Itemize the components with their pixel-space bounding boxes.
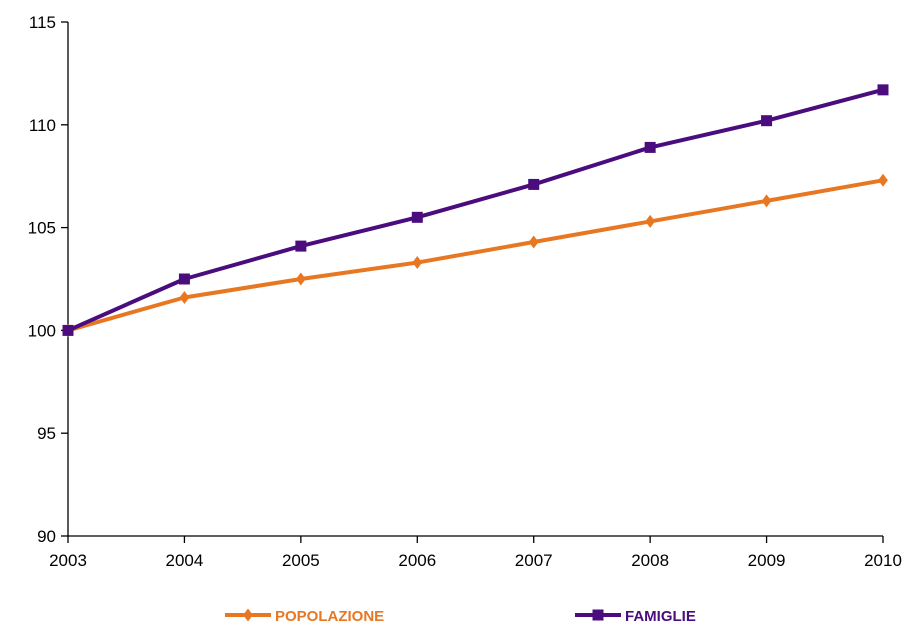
- axes: 90 95 100 105 110 115 2003 2004 2005 2006 2007 2008…: [28, 13, 902, 570]
- data-point-popolazione: [878, 173, 888, 187]
- series-layer: [62, 84, 889, 337]
- x-tick-label: 2009: [748, 551, 786, 570]
- data-point-popolazione: [295, 272, 306, 286]
- x-tick-label: 2010: [864, 551, 902, 570]
- data-point-popolazione: [528, 235, 539, 249]
- y-tick-label: 105: [28, 219, 56, 238]
- data-point-famiglie: [761, 115, 773, 127]
- y-tick-label: 95: [37, 424, 56, 443]
- legend-marker-famiglie: [592, 609, 604, 621]
- data-point-famiglie: [178, 273, 190, 285]
- data-point-popolazione: [179, 291, 190, 305]
- y-tick-label: 100: [28, 321, 56, 340]
- data-point-famiglie: [644, 141, 656, 153]
- x-tick-label: 2006: [398, 551, 436, 570]
- data-point-popolazione: [761, 194, 772, 208]
- data-point-famiglie: [877, 84, 889, 96]
- data-point-famiglie: [411, 211, 423, 223]
- data-point-popolazione: [412, 256, 423, 270]
- x-tick-label: 2004: [166, 551, 204, 570]
- legend-label-famiglie: FAMIGLIE: [625, 608, 696, 625]
- data-point-famiglie: [295, 240, 307, 252]
- legend-label-popolazione: POPOLAZIONE: [275, 608, 384, 625]
- y-tick-label: 90: [37, 527, 56, 546]
- y-tick-label: 110: [29, 116, 56, 135]
- x-tick-label: 2005: [282, 551, 320, 570]
- x-tick-label: 2008: [631, 551, 669, 570]
- x-tick-label: 2007: [515, 551, 553, 570]
- data-point-famiglie: [62, 324, 74, 336]
- data-point-famiglie: [528, 178, 540, 190]
- data-point-popolazione: [645, 214, 656, 228]
- y-tick-label: 115: [29, 13, 56, 32]
- legend-marker-popolazione: [243, 608, 253, 622]
- legend: POPOLAZIONE FAMIGLIE: [225, 608, 696, 625]
- series-line-famiglie: [67, 87, 884, 333]
- series-line-popolazione: [67, 178, 884, 333]
- x-tick-label: 2003: [49, 551, 87, 570]
